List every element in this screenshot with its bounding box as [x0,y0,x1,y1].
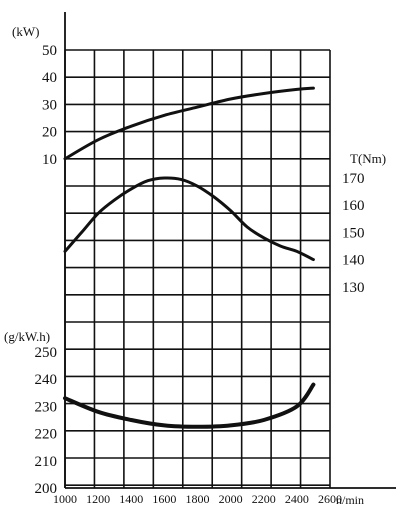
x-tick-label: 2400 [285,492,309,506]
power-tick-label: 10 [42,152,57,168]
power-tick-label: 50 [42,43,57,59]
axis-labels: (kW) T(Nm) (g/kW.h) n/min [4,24,386,507]
power-tick-label: 20 [42,125,57,141]
x-tick-label: 1000 [53,492,77,506]
x-tick-label: 1200 [86,492,110,506]
x-tick-label: 2000 [219,492,243,506]
consumption-curve [63,382,316,429]
torque-tick-label: 130 [342,280,365,296]
torque-tick-label: 160 [342,198,365,214]
consumption-unit-label: (g/kW.h) [4,329,50,344]
consumption-tick-label: 230 [35,399,58,415]
torque-tick-label: 170 [342,171,365,187]
power-tick-label: 30 [42,97,57,113]
torque-unit-label: T(Nm) [350,151,386,166]
torque-tick-label: 140 [342,253,365,269]
x-axis-label: n/min [336,493,364,507]
power-tick-label: 40 [42,70,57,86]
x-tick-label: 2600 [318,492,342,506]
x-tick-label: 1600 [152,492,176,506]
power-unit-label: (kW) [12,24,39,39]
grid [64,49,331,488]
x-tick-label: 2200 [252,492,276,506]
tick-labels: 1000 1200 1400 1600 1800 2000 2200 2400 2600 10 20… [35,43,365,506]
consumption-tick-label: 200 [35,481,58,497]
x-tick-label: 1800 [186,492,210,506]
consumption-tick-label: 240 [35,372,58,388]
torque-tick-label: 150 [342,225,365,241]
x-tick-label: 1400 [119,492,143,506]
consumption-tick-label: 210 [35,454,58,470]
consumption-tick-label: 220 [35,427,58,443]
series [63,86,316,429]
power-curve [63,86,315,161]
consumption-tick-label: 250 [35,345,58,361]
torque-curve [63,176,315,262]
